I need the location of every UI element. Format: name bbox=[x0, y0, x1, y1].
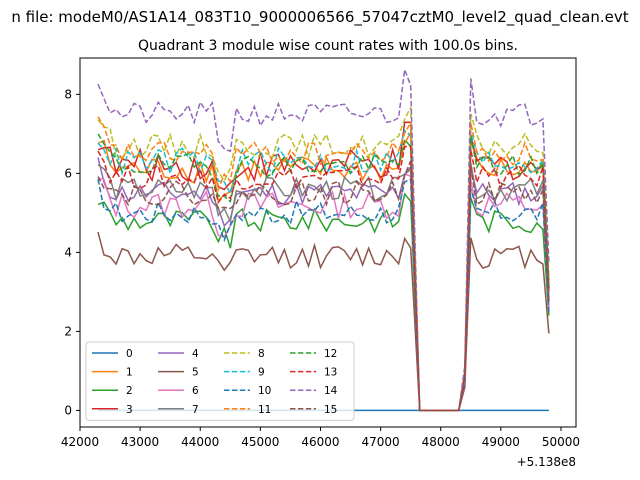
y-axis: 0 2 4 6 8 bbox=[64, 87, 80, 417]
y-tick-label: 6 bbox=[64, 166, 72, 180]
series-line-9 bbox=[97, 129, 550, 412]
series-line-2 bbox=[97, 192, 550, 412]
x-offset-label: +5.138e8 bbox=[517, 455, 576, 469]
legend-label-12: 12 bbox=[324, 348, 337, 360]
legend-label-8: 8 bbox=[258, 348, 265, 360]
x-tick-label: 48000 bbox=[422, 435, 460, 449]
figure-suptitle: n file: modeM0/AS1A14_083T10_9000006566_… bbox=[11, 8, 628, 27]
legend-label-13: 13 bbox=[324, 367, 337, 379]
series-line-10 bbox=[97, 178, 550, 412]
x-tick-label: 42000 bbox=[61, 435, 99, 449]
x-tick-label: 50000 bbox=[542, 435, 580, 449]
legend-label-3: 3 bbox=[126, 404, 133, 416]
legend-label-11: 11 bbox=[258, 404, 271, 416]
x-tick-label: 45000 bbox=[241, 435, 279, 449]
x-tick-label: 44000 bbox=[181, 435, 219, 449]
series-line-3 bbox=[97, 121, 550, 412]
legend-label-0: 0 bbox=[126, 348, 133, 360]
legend-label-15: 15 bbox=[324, 404, 337, 416]
series-line-11 bbox=[97, 116, 550, 412]
series-line-14 bbox=[97, 69, 550, 412]
series-line-5 bbox=[97, 231, 550, 412]
chart-title: Quadrant 3 module wise count rates with … bbox=[138, 38, 518, 54]
x-tick-label: 47000 bbox=[362, 435, 400, 449]
series-line-4 bbox=[97, 157, 550, 412]
legend-label-2: 2 bbox=[126, 385, 133, 397]
series-line-6 bbox=[97, 172, 550, 412]
series-line-13 bbox=[97, 145, 550, 412]
y-tick-label: 2 bbox=[64, 324, 72, 338]
legend-label-4: 4 bbox=[192, 348, 199, 360]
y-tick-label: 8 bbox=[64, 87, 72, 101]
legend-label-10: 10 bbox=[258, 385, 271, 397]
legend-label-1: 1 bbox=[126, 367, 133, 379]
x-tick-label: 43000 bbox=[121, 435, 159, 449]
y-tick-label: 0 bbox=[64, 403, 72, 417]
legend-label-5: 5 bbox=[192, 367, 199, 379]
plot-area bbox=[97, 69, 550, 412]
legend-label-9: 9 bbox=[258, 367, 265, 379]
legend-label-7: 7 bbox=[192, 404, 199, 416]
series-line-15 bbox=[97, 160, 550, 412]
legend-label-6: 6 bbox=[192, 385, 199, 397]
y-tick-label: 4 bbox=[64, 245, 72, 259]
x-tick-label: 49000 bbox=[482, 435, 520, 449]
x-tick-label: 46000 bbox=[301, 435, 339, 449]
axes-frame bbox=[79, 57, 577, 428]
x-axis: 42000 43000 44000 45000 46000 47000 48000 49000… bbox=[61, 427, 580, 449]
legend-label-14: 14 bbox=[324, 385, 338, 397]
legend-box bbox=[85, 341, 355, 421]
